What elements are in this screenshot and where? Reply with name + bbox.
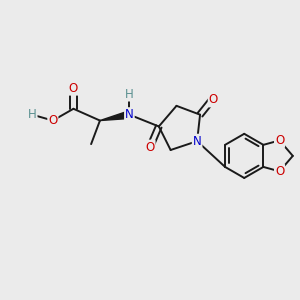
Text: O: O [275,165,284,178]
Text: O: O [146,141,154,154]
Text: N: N [125,108,134,121]
Text: O: O [275,134,284,147]
Text: O: O [209,93,218,106]
Text: O: O [48,114,58,127]
Text: N: N [193,135,202,148]
Text: O: O [69,82,78,95]
Text: H: H [28,108,37,121]
Text: H: H [125,88,134,100]
Polygon shape [100,111,130,121]
